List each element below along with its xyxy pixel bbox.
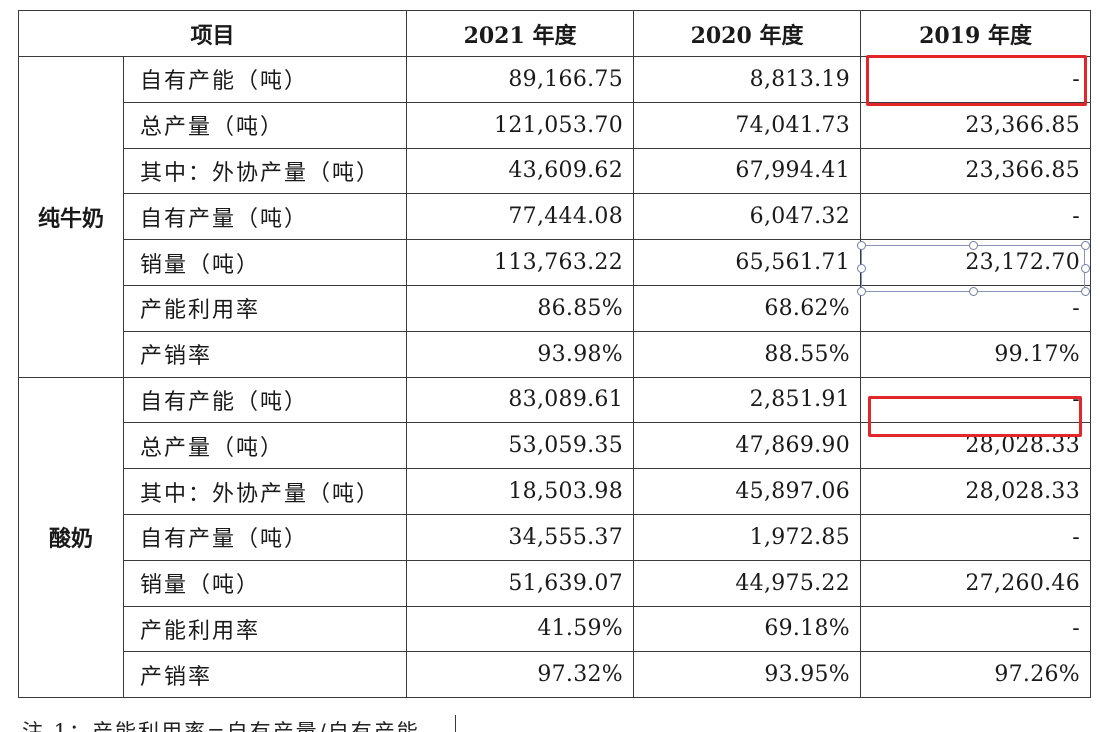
value-cell-y2019: 99.17% xyxy=(860,330,1092,378)
value-cell-y2020: 88.55% xyxy=(633,330,862,378)
value-cell-y2020: 45,897.06 xyxy=(633,468,862,515)
value-cell-y2019: 23,366.85 xyxy=(860,101,1092,149)
table-row: 酸奶 自有产能（吨） 83,089.61 2,851.91- xyxy=(18,376,1092,699)
row-label: 自有产能（吨） xyxy=(122,56,408,103)
row-label: 自有产量（吨） xyxy=(122,513,408,561)
row-label: 销量（吨） xyxy=(122,239,408,286)
value-cell-y2021: 43,609.62 xyxy=(406,147,635,195)
value-cell-y2020: 74,041.73 xyxy=(633,101,862,149)
row-label: 产销率 xyxy=(122,330,408,378)
selection-handle-top-left[interactable] xyxy=(857,241,866,250)
value-cell-y2021: 93.98% xyxy=(406,330,635,378)
selection-handle-middle-left[interactable] xyxy=(857,264,866,273)
value-cell-y2020: 2,851.91 xyxy=(633,376,862,424)
value-cell-y2021: 34,555.37 xyxy=(406,513,635,561)
table-row: 其中：外协产量（吨） 18,503.98 45,897.06 28,028.33 xyxy=(19,468,1092,515)
value-cell-y2021: 86.85% xyxy=(406,284,635,332)
row-label: 其中：外协产量（吨） xyxy=(122,147,408,195)
selection-handle-bottom-left[interactable] xyxy=(857,287,866,296)
value-cell-y2020: 8,813.19 xyxy=(633,56,862,103)
production-sales-table: 项目 2021 年度 2020 年度 2019 年度 纯牛奶 自有产能（吨） 89,… xyxy=(17,10,1092,699)
table-row: 产销率 93.98% 88.55% 99.17% xyxy=(19,330,1092,378)
group-label: 酸奶 xyxy=(18,376,124,699)
value-cell-y2021: 89,166.75 xyxy=(406,56,635,103)
header-2020: 2020 年度 xyxy=(633,10,862,57)
value-cell-y2019: - xyxy=(860,376,1092,424)
value-cell-y2020: 65,561.71 xyxy=(633,239,862,286)
table-row: 总产量（吨） 53,059.35 47,869.90 28,028.33 xyxy=(19,422,1092,470)
value-cell-y2019: - xyxy=(860,605,1092,653)
table-row: 纯牛奶 自有产能（吨） 89,166.75 8,813.19- xyxy=(18,56,1092,378)
row-label: 自有产量（吨） xyxy=(122,193,408,241)
row-label: 产能利用率 xyxy=(122,284,408,332)
value-cell-y2021: 83,089.61 xyxy=(406,376,635,424)
value-cell-y2020: 6,047.32 xyxy=(633,193,862,241)
value-cell-y2019: 27,260.46 xyxy=(860,559,1092,607)
value-cell-y2020: 93.95% xyxy=(633,651,862,699)
value-cell-y2019: - xyxy=(860,56,1092,103)
row-label: 产能利用率 xyxy=(122,605,408,653)
value-cell-y2021: 113,763.22 xyxy=(406,239,635,286)
row-label: 销量（吨） xyxy=(122,559,408,607)
table-row: 销量（吨） 51,639.07 44,975.22 27,260.46 xyxy=(19,559,1092,607)
row-label: 其中：外协产量（吨） xyxy=(122,468,408,515)
value-cell-y2019: - xyxy=(860,193,1092,241)
table-row: 总产量（吨） 121,053.70 74,041.73 23,366.85 xyxy=(19,101,1092,149)
footnote: 注 1：产能利用率=自有产量/自有产能 xyxy=(22,720,420,732)
group-label: 纯牛奶 xyxy=(18,56,124,378)
value-cell-y2020: 68.62% xyxy=(633,284,862,332)
table-row: 自有产量（吨） 34,555.37 1,972.85- xyxy=(19,513,1092,561)
selection-handle-bottom-right[interactable] xyxy=(1081,287,1090,296)
value-cell-y2021: 77,444.08 xyxy=(406,193,635,241)
value-cell-y2020: 67,994.41 xyxy=(633,147,862,195)
table-row: 产能利用率 41.59% 69.18% - xyxy=(19,605,1092,653)
table-row: 销量（吨） 113,763.22 65,561.71 23,172.70 xyxy=(19,239,1092,286)
value-cell-y2021: 41.59% xyxy=(406,605,635,653)
table-header-row: 项目 2021 年度 2020 年度 2019 年度 xyxy=(17,10,1092,57)
row-label: 产销率 xyxy=(122,651,408,699)
value-cell-y2021: 97.32% xyxy=(406,651,635,699)
selection-handle-bottom-middle[interactable] xyxy=(969,287,978,296)
value-cell-y2020: 1,972.85 xyxy=(633,513,862,561)
table-row: 产销率 97.32% 93.95% 97.26% xyxy=(19,651,1092,699)
table-row: 自有产量（吨） 77,444.08 6,047.32- xyxy=(19,193,1092,241)
value-cell-y2021: 121,053.70 xyxy=(406,101,635,149)
row-label: 总产量（吨） xyxy=(122,101,408,149)
value-cell-y2020: 44,975.22 xyxy=(633,559,862,607)
table-row: 产能利用率 86.85% 68.62% - xyxy=(19,284,1092,332)
value-cell-y2019: 28,028.33 xyxy=(860,422,1092,470)
selection-handle-middle-right[interactable] xyxy=(1081,264,1090,273)
row-label: 自有产能（吨） xyxy=(122,376,408,424)
header-2019: 2019 年度 xyxy=(860,10,1092,57)
value-cell-y2019: 28,028.33 xyxy=(860,468,1092,515)
row-label: 总产量（吨） xyxy=(122,422,408,470)
value-cell-y2019: 23,366.85 xyxy=(860,147,1092,195)
value-cell-y2021: 53,059.35 xyxy=(406,422,635,470)
header-2021: 2021 年度 xyxy=(406,10,635,57)
value-cell-y2021: 18,503.98 xyxy=(406,468,635,515)
value-cell-y2021: 51,639.07 xyxy=(406,559,635,607)
value-cell-y2020: 69.18% xyxy=(633,605,862,653)
value-cell-y2020: 47,869.90 xyxy=(633,422,862,470)
value-cell-y2019: 97.26% xyxy=(860,651,1092,699)
value-cell-y2019: - xyxy=(860,513,1092,561)
footnote-divider xyxy=(455,715,456,732)
selection-handle-top-right[interactable] xyxy=(1081,241,1090,250)
table-row: 其中：外协产量（吨） 43,609.62 67,994.41 23,366.85 xyxy=(19,147,1092,195)
selection-handle-top-middle[interactable] xyxy=(969,241,978,250)
header-item: 项目 xyxy=(17,10,408,57)
